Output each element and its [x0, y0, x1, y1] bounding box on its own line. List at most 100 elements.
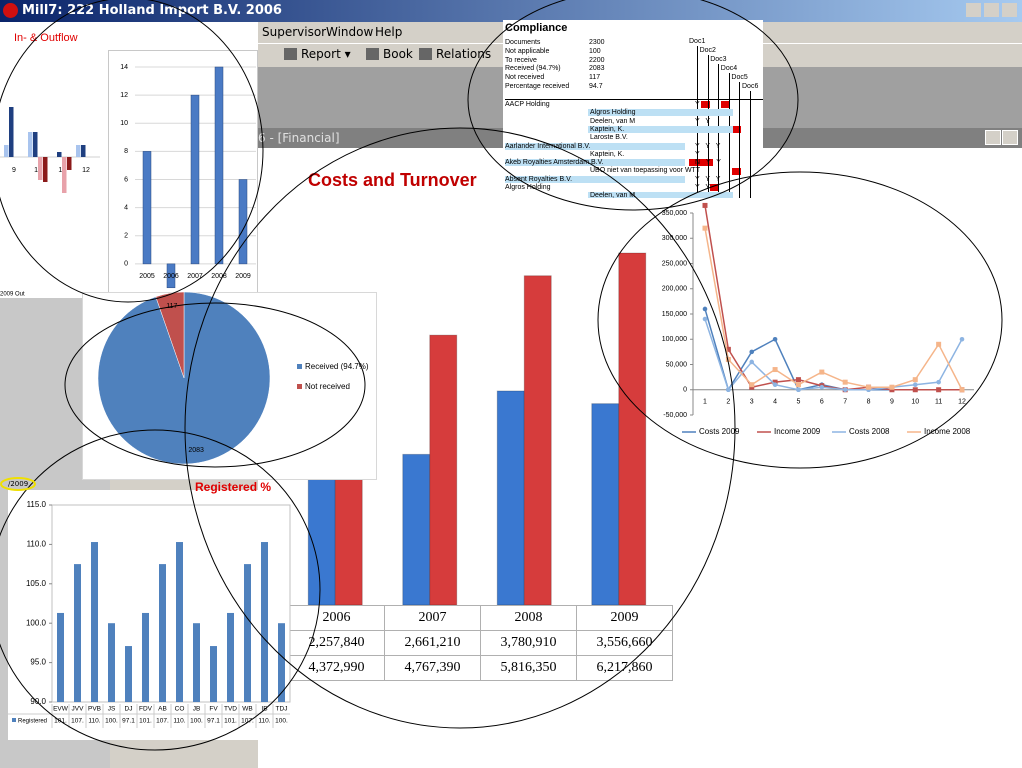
bar [176, 542, 183, 702]
doc-header: Doc2 [699, 47, 716, 54]
summary-label: Not received [505, 74, 545, 82]
point-marker [936, 341, 942, 347]
x-tick-label: 9 [890, 399, 894, 406]
child-close[interactable] [1002, 130, 1018, 145]
bar [591, 403, 620, 606]
icon [419, 48, 432, 60]
value-label: 101. [224, 718, 237, 725]
y-tick-label: 150,000 [662, 311, 687, 318]
bar [125, 646, 132, 702]
legend-label: Costs 2008 [849, 427, 890, 436]
summary-value: 94.7 [589, 83, 603, 90]
value-label: 100. [275, 718, 288, 725]
bar [74, 564, 81, 702]
bar [278, 623, 285, 702]
y-tick-label: -50,000 [663, 412, 687, 419]
row-marks: N Y Y [695, 159, 721, 167]
row-name: Absent Royalties B.V. [505, 175, 573, 183]
point-marker [795, 377, 801, 383]
value-label: 101. [54, 718, 67, 725]
x-tick-label: AB [158, 706, 167, 713]
legend-label: Received (94.7%) [305, 362, 369, 371]
y-tick-label: 95.0 [30, 658, 46, 667]
toolbar-button[interactable]: Book [366, 47, 413, 61]
menu-item[interactable]: Help [375, 25, 403, 39]
x-tick-label: 2009 [235, 273, 251, 280]
point-marker [936, 379, 941, 385]
toolbar-button[interactable]: Report ▾ [284, 47, 351, 61]
point-marker [866, 384, 872, 390]
menu-item[interactable]: Supervisor [262, 25, 327, 39]
maximize-button[interactable] [984, 3, 999, 17]
row-marks: Y Y Y [695, 142, 721, 150]
bar [108, 623, 115, 702]
x-tick-label: DJ [125, 706, 133, 713]
legend-swatch [297, 364, 302, 369]
bar [38, 157, 43, 180]
x-tick-label: 4 [773, 399, 777, 406]
legend-swatch [12, 718, 16, 722]
row-name: Kaptein, K. [590, 150, 625, 158]
point-marker [959, 336, 965, 342]
series-line [704, 205, 962, 391]
row-name: Kaptein, K. [590, 125, 625, 133]
row-name: UBO niet van toepassing voor WTT [590, 167, 701, 175]
x-tick-label: 10 [911, 399, 919, 406]
legend-label: Registered [18, 719, 47, 725]
toolbar-button[interactable]: Relations [419, 47, 491, 61]
value-row: 4,372,990 4,767,390 5,816,350 6,217,860 [288, 655, 673, 681]
value-cell: 4,372,990 [288, 655, 385, 681]
x-tick-label: CO [175, 706, 185, 713]
monthly-line-chart: -50,000 0 50,000 100,000 150,000 200,000 250,0… [662, 202, 974, 436]
status-cell [701, 101, 710, 108]
value-label: 107. [71, 718, 84, 725]
x-tick-label: 1 [703, 399, 707, 406]
summary-value: 2083 [589, 65, 605, 73]
x-tick-label: 2005 [139, 273, 155, 280]
y-tick-label: 12 [120, 92, 128, 99]
point-marker [772, 367, 778, 373]
bar [214, 66, 224, 265]
row-name: Deelen, van M [590, 117, 636, 125]
point-marker [702, 316, 708, 322]
doc-header: Doc1 [689, 38, 706, 45]
bar [307, 476, 336, 606]
y-tick-label: 100.0 [26, 618, 47, 627]
pie-chart: 2083 Received (94.7%) 117 Not received [97, 291, 369, 465]
point-marker [912, 387, 918, 393]
bar [57, 152, 62, 157]
y-tick-label: 8 [124, 148, 128, 155]
legend-label: Costs 2009 [699, 427, 740, 436]
bar [4, 145, 9, 157]
header-rule [505, 99, 763, 100]
summary-value: 117 [589, 74, 601, 82]
bar [496, 390, 525, 606]
bar [429, 334, 458, 606]
summary-label: Received (94.7%) [505, 65, 561, 73]
point-marker [726, 387, 731, 393]
minimize-button[interactable] [966, 3, 981, 17]
y-tick-label: 14 [120, 64, 128, 71]
close-button[interactable] [1002, 3, 1017, 17]
legend-label: 2009 Out [0, 292, 25, 298]
y-tick-label: 0 [683, 387, 687, 394]
button-label: Report [301, 47, 341, 61]
child-minimize[interactable] [985, 130, 1001, 145]
legend-label: Income 2008 [924, 427, 971, 436]
bar [142, 612, 149, 702]
icon [366, 48, 379, 60]
bar [142, 151, 152, 265]
summary-value: 2300 [589, 39, 605, 46]
x-tick-label: 2007 [187, 273, 203, 280]
point-marker [749, 349, 755, 355]
menu-item[interactable]: Window [326, 25, 374, 39]
value-cell: 3,780,910 [480, 630, 577, 656]
y-tick-label: 2 [124, 233, 128, 240]
x-tick-label: 11 [935, 399, 942, 406]
point-marker [772, 336, 778, 342]
row-name: Aarlander International B.V. [505, 142, 591, 150]
value-cell: 2,257,840 [288, 630, 385, 656]
row-marks: Y [695, 150, 700, 158]
point-marker [959, 387, 965, 393]
